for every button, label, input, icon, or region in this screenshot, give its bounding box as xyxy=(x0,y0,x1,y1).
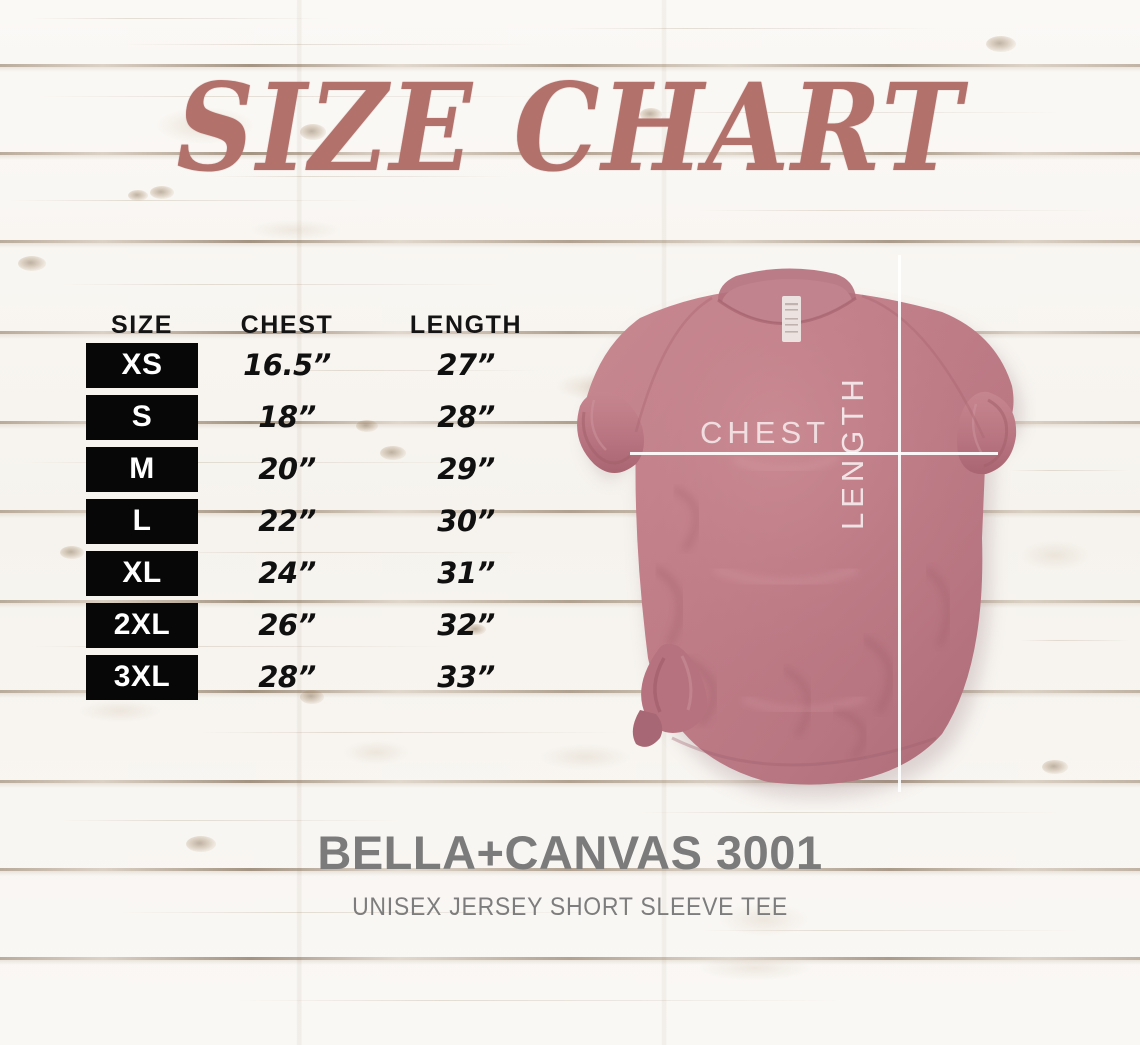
plank-seam xyxy=(0,240,1140,248)
wood-knot xyxy=(60,546,84,559)
plank-seam xyxy=(0,510,1140,518)
plank-seam xyxy=(0,868,1140,876)
size-label: L xyxy=(132,504,152,537)
size-label: XS xyxy=(121,348,163,381)
plank-seam xyxy=(0,690,1140,698)
chest-value: 28” xyxy=(258,660,316,694)
size-label: S xyxy=(131,400,153,433)
column-header-length: LENGTH xyxy=(409,311,523,339)
plank-seam xyxy=(0,957,1140,965)
size-table: SIZE CHEST LENGTH XS 16.5” 27” S 18” 28”… xyxy=(86,300,556,704)
wood-knot xyxy=(466,624,486,635)
product-subtitle: UNISEX JERSEY SHORT SLEEVE TEE xyxy=(352,893,788,921)
column-header-chest: CHEST xyxy=(240,311,334,339)
wood-knot xyxy=(18,256,46,271)
chest-value: 18” xyxy=(258,400,316,434)
wood-knot xyxy=(150,186,174,199)
fabric-highlights xyxy=(714,454,866,714)
length-measurement-label: LENGTH xyxy=(835,374,870,530)
length-value: 29” xyxy=(437,452,495,486)
table-row: 2XL 26” 32” xyxy=(86,600,556,650)
length-value: 32” xyxy=(437,608,495,642)
page-title: SIZE CHART xyxy=(176,57,964,200)
wood-knot xyxy=(640,108,662,121)
table-header-row: SIZE CHEST LENGTH xyxy=(86,300,556,340)
plank-seam xyxy=(0,331,1140,339)
chest-value: 26” xyxy=(258,608,316,642)
size-label: 2XL xyxy=(113,608,171,641)
table-row: L 22” 30” xyxy=(86,496,556,546)
plank-seam xyxy=(0,600,1140,608)
brand-name: BELLA+CANVAS 3001 xyxy=(317,826,823,879)
length-value: 33” xyxy=(437,660,495,694)
wood-knot xyxy=(1042,760,1068,774)
length-measurement-line xyxy=(898,255,901,792)
length-value: 27” xyxy=(437,348,495,382)
chest-value: 22” xyxy=(258,504,316,538)
table-row: XL 24” 31” xyxy=(86,548,556,598)
wood-knot xyxy=(186,836,216,852)
plank-seam xyxy=(0,780,1140,788)
chest-value: 20” xyxy=(258,452,316,486)
table-row: M 20” 29” xyxy=(86,444,556,494)
wood-knot xyxy=(128,190,148,201)
column-header-size: SIZE xyxy=(111,311,173,339)
chest-measurement-label: CHEST xyxy=(700,415,831,450)
chest-measurement-line xyxy=(630,452,998,455)
plank-seam xyxy=(0,64,1140,72)
size-badge: M xyxy=(86,446,198,492)
tshirt-photo xyxy=(536,240,1036,810)
length-value: 28” xyxy=(437,400,495,434)
table-row: XS 16.5” 27” xyxy=(86,340,556,390)
size-badge: L xyxy=(86,498,198,544)
table-row: S 18” 28” xyxy=(86,392,556,442)
size-label: M xyxy=(129,452,155,485)
length-value: 30” xyxy=(437,504,495,538)
left-sleeve-cuff xyxy=(577,391,644,473)
table-row: 3XL 28” 33” xyxy=(86,652,556,702)
neck-tag-print xyxy=(785,303,798,333)
size-badge: 3XL xyxy=(86,654,198,700)
size-badge: 2XL xyxy=(86,602,198,648)
chest-value: 16.5” xyxy=(243,348,331,382)
fabric-folds xyxy=(654,487,951,759)
wood-knot xyxy=(986,36,1016,52)
wood-knot xyxy=(356,420,378,432)
length-value: 31” xyxy=(437,556,495,590)
wood-knot xyxy=(300,690,324,704)
plank-seam xyxy=(0,152,1140,160)
chest-value: 24” xyxy=(258,556,316,590)
neck-tag xyxy=(782,296,801,342)
plank-seam xyxy=(0,421,1140,429)
size-badge: XS xyxy=(86,342,198,388)
size-badge: S xyxy=(86,394,198,440)
size-label: 3XL xyxy=(113,660,171,693)
wood-knot xyxy=(300,124,326,140)
hem-knot xyxy=(632,643,708,747)
size-badge: XL xyxy=(86,550,198,596)
size-label: XL xyxy=(122,556,162,589)
wood-knot xyxy=(380,446,406,460)
